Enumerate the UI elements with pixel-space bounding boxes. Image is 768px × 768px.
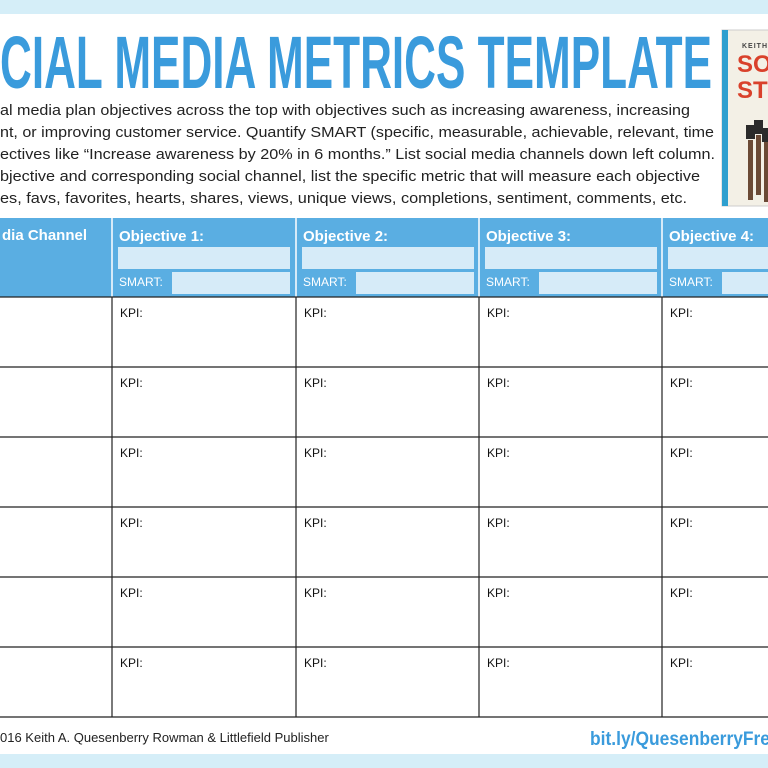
objective-title: Objective 1: xyxy=(119,228,204,245)
kpi-label: KPI: xyxy=(304,376,327,390)
smart-input xyxy=(722,272,768,294)
sheet-background xyxy=(0,14,768,754)
kpi-label: KPI: xyxy=(304,586,327,600)
smart-label: SMART: xyxy=(669,275,713,289)
description-line: bjective and corresponding social channe… xyxy=(0,168,700,185)
book-spine-band xyxy=(722,30,728,206)
objective-title: Objective 4: xyxy=(669,228,754,245)
smart-label: SMART: xyxy=(486,275,530,289)
kpi-label: KPI: xyxy=(670,376,693,390)
kpi-label: KPI: xyxy=(670,656,693,670)
kpi-label: KPI: xyxy=(304,446,327,460)
kpi-label: KPI: xyxy=(487,656,510,670)
kpi-label: KPI: xyxy=(304,306,327,320)
copyright: 016 Keith A. Quesenberry Rowman & Little… xyxy=(0,730,329,745)
kpi-label: KPI: xyxy=(304,656,327,670)
kpi-label: KPI: xyxy=(670,516,693,530)
book-phone xyxy=(762,128,768,142)
smart-label: SMART: xyxy=(119,275,163,289)
kpi-label: KPI: xyxy=(487,446,510,460)
smart-input xyxy=(539,272,657,294)
book-illustration xyxy=(748,140,753,200)
book-illustration xyxy=(756,135,761,195)
book-author: KEITH xyxy=(742,43,768,50)
book-title-line: SOC xyxy=(737,51,768,78)
kpi-label: KPI: xyxy=(487,376,510,390)
objective-title: Objective 3: xyxy=(486,228,571,245)
kpi-label: KPI: xyxy=(120,516,143,530)
page-title: CIAL MEDIA METRICS TEMPLATE xyxy=(0,21,712,104)
book-title-line: STI xyxy=(737,77,768,104)
kpi-label: KPI: xyxy=(670,446,693,460)
kpi-label: KPI: xyxy=(487,516,510,530)
objective-input xyxy=(485,247,657,269)
kpi-label: KPI: xyxy=(487,586,510,600)
kpi-label: KPI: xyxy=(120,306,143,320)
kpi-label: KPI: xyxy=(487,306,510,320)
smart-label: SMART: xyxy=(303,275,347,289)
description-line: es, favs, favorites, hearts, shares, vie… xyxy=(0,190,687,207)
kpi-label: KPI: xyxy=(120,586,143,600)
objective-input xyxy=(302,247,474,269)
book-phone xyxy=(754,120,763,134)
description-line: nt, or improving customer service. Quant… xyxy=(0,124,714,141)
kpi-label: KPI: xyxy=(670,306,693,320)
smart-input xyxy=(172,272,290,294)
kpi-label: KPI: xyxy=(120,446,143,460)
smart-input xyxy=(356,272,474,294)
kpi-label: KPI: xyxy=(304,516,327,530)
description-line: al media plan objectives across the top … xyxy=(0,102,690,119)
channel-header: dia Channel xyxy=(2,227,87,244)
objective-input xyxy=(118,247,290,269)
kpi-label: KPI: xyxy=(120,656,143,670)
book-illustration xyxy=(764,142,768,202)
objective-title: Objective 2: xyxy=(303,228,388,245)
description-line: ectives like “Increase awareness by 20% … xyxy=(0,146,715,163)
objective-input xyxy=(668,247,768,269)
kpi-label: KPI: xyxy=(120,376,143,390)
kpi-label: KPI: xyxy=(670,586,693,600)
book-phone xyxy=(746,125,755,139)
footer-link: bit.ly/QuesenberryFre xyxy=(590,729,768,750)
